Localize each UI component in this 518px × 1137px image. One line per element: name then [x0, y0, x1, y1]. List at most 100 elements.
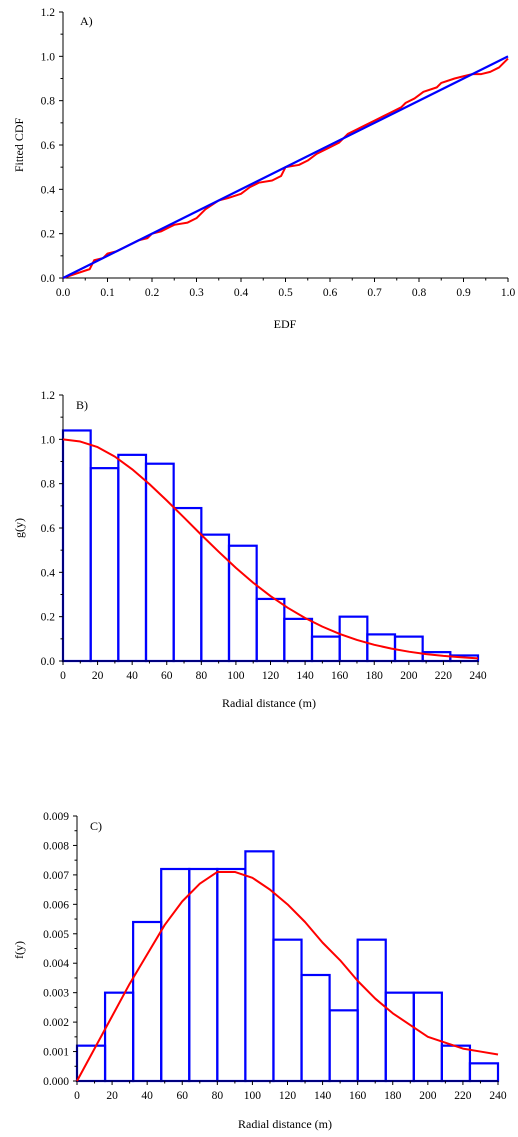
panel-c-x-tick-label: 180 — [384, 1090, 402, 1102]
panel-b-x-tick-label: 120 — [262, 670, 280, 682]
panel-b-x-tick-label: 220 — [435, 670, 453, 682]
panel-a-x-tick-label: 0.1 — [100, 287, 115, 299]
panel-b-y-tick-label: 1.0 — [41, 434, 56, 446]
panel-c-y-tick-label: 0.004 — [43, 958, 69, 970]
panel-c-x-tick-label: 20 — [106, 1090, 118, 1102]
panel-a-x-tick-label: 0.2 — [145, 287, 160, 299]
panel-c-y-tick-label: 0.000 — [43, 1076, 69, 1088]
panel-b-letter: B) — [76, 398, 88, 412]
panel-c-histogram-bar — [75, 1044, 107, 1083]
panel-c-x-tick-label: 140 — [314, 1090, 332, 1102]
panel-b-y-tick-label: 0.2 — [41, 612, 56, 624]
panel-b-y-axis-label: g(y) — [12, 518, 26, 538]
panel-a-x-tick-label: 0.9 — [456, 287, 471, 299]
panel-a-y-axis-label: Fitted CDF — [12, 118, 26, 173]
panel-c-histogram-bar — [160, 867, 191, 1083]
panel-b-x-tick-label: 0 — [60, 670, 66, 682]
panel-c-x-tick-label: 80 — [212, 1090, 224, 1102]
panel-b-x-tick-label: 240 — [469, 670, 487, 682]
panel-c-histogram-bar — [272, 938, 303, 1083]
panel-c-histogram-bar — [328, 1009, 359, 1083]
panel-c-x-tick-label: 220 — [454, 1090, 472, 1102]
panel-a-x-axis-label: EDF — [274, 317, 297, 331]
panel-b-plot: B) Radial distance (m) g(y) 0 20 40 60 80 100… — [12, 390, 487, 710]
panel-b-x-tick-label: 140 — [296, 670, 314, 682]
panel-c-x-tick-label: 40 — [141, 1090, 153, 1102]
panel-a-plot: A) EDF Fitted CDF 0.0 0.1 0.2 0.3 0.4 0.5 0.6 0… — [12, 7, 515, 331]
panel-b-x-axis-label: Radial distance (m) — [222, 696, 316, 710]
panel-c-y-axis-label: f(y) — [12, 941, 26, 959]
panel-c-plot: C) Radial distance (m) f(y) 0 20 40 60 80 100… — [12, 811, 507, 1131]
panel-c-histogram-bar — [132, 920, 163, 1083]
panel-c-x-tick-label: 120 — [279, 1090, 297, 1102]
panel-b-histogram-bar — [200, 533, 231, 663]
panel-b-histogram-bar — [61, 429, 92, 663]
panel-b-x-tick-label: 40 — [126, 670, 138, 682]
panel-c-histogram-bar — [384, 991, 415, 1083]
panel-b-fitted-curve — [62, 438, 479, 660]
panel-c-x-tick-label: 60 — [177, 1090, 189, 1102]
panel-a-reference-line — [62, 55, 509, 279]
panel-b-y-tick-label: 0.0 — [41, 656, 56, 668]
panel-a-y-tick-label: 0.6 — [41, 140, 56, 152]
panel-a-x-tick-label: 1.0 — [501, 287, 516, 299]
panel-b-x-tick-label: 160 — [331, 670, 349, 682]
panel-a-x-tick-label: 0.4 — [234, 287, 249, 299]
panel-c-y-tick-label: 0.009 — [43, 811, 69, 823]
panel-a-letter: A) — [80, 14, 93, 28]
panel-b-y-tick-label: 0.4 — [41, 567, 56, 579]
panel-c-y-tick-label: 0.008 — [43, 840, 69, 852]
panel-c-histogram-bar — [216, 867, 247, 1083]
panel-c-histogram-bar — [468, 1062, 500, 1083]
panel-a-y-tick-label: 1.0 — [41, 51, 56, 63]
panel-b-x-tick-label: 20 — [92, 670, 104, 682]
panel-b-histogram-bar — [393, 635, 424, 663]
panel-b-histogram-bar — [227, 544, 258, 663]
panel-b-y-tick-label: 0.8 — [41, 479, 56, 491]
panel-c-x-tick-label: 0 — [74, 1090, 80, 1102]
panel-c-y-tick-label: 0.006 — [43, 899, 69, 911]
panel-a-x-tick-label: 0.6 — [323, 287, 338, 299]
panel-c-histogram-bar — [356, 938, 387, 1083]
panel-a-y-tick-label: 0.2 — [41, 229, 56, 241]
panel-b-histogram-bar — [283, 617, 314, 663]
panel-c-y-tick-label: 0.002 — [43, 1017, 69, 1029]
panel-a-x-tick-label: 0.7 — [367, 287, 382, 299]
panel-a-x-tick-label: 0.5 — [278, 287, 293, 299]
panel-c-letter: C) — [90, 819, 102, 833]
panel-c-fitted-curve — [76, 870, 499, 1082]
panel-b-y-tick-label: 1.2 — [41, 390, 56, 402]
panel-c-x-tick-label: 240 — [489, 1090, 507, 1102]
panel-a-x-tick-label: 0.0 — [56, 287, 71, 299]
panel-c-x-axis-label: Radial distance (m) — [238, 1117, 332, 1131]
panel-c-y-tick-label: 0.001 — [43, 1047, 69, 1059]
panel-a-x-tick-label: 0.3 — [189, 287, 204, 299]
panel-c-y-tick-label: 0.003 — [43, 988, 69, 1000]
panel-c-histogram-bar — [300, 973, 331, 1083]
panel-a-y-tick-label: 0.8 — [41, 96, 56, 108]
panel-b-histogram-bar — [310, 635, 341, 663]
panel-b-x-tick-label: 180 — [366, 670, 384, 682]
panel-b-x-tick-label: 80 — [196, 670, 208, 682]
panel-c-y-tick-label: 0.005 — [43, 929, 69, 941]
panel-c-x-tick-label: 160 — [349, 1090, 367, 1102]
panel-c-histogram-bar — [103, 991, 135, 1083]
panel-c-histogram-bar — [188, 867, 219, 1083]
panel-a-y-tick-label: 1.2 — [41, 7, 56, 19]
panel-b-histogram-bar — [117, 453, 148, 663]
panel-c-x-tick-label: 200 — [419, 1090, 437, 1102]
panel-b-x-tick-label: 60 — [161, 670, 173, 682]
panel-b-histogram-bar — [255, 597, 286, 663]
panel-b-x-tick-label: 200 — [400, 670, 418, 682]
panel-a-y-tick-label: 0.0 — [41, 273, 56, 285]
panel-c-histogram-bar — [440, 1044, 472, 1083]
panel-c-x-tick-label: 100 — [244, 1090, 262, 1102]
panel-a-y-tick-label: 0.4 — [41, 184, 56, 196]
panel-b-histogram-bar — [89, 467, 120, 663]
panel-a-x-tick-label: 0.8 — [412, 287, 427, 299]
panel-b-x-tick-label: 100 — [227, 670, 245, 682]
panel-b-y-tick-label: 0.6 — [41, 523, 56, 535]
panel-c-histogram-bar — [244, 850, 275, 1083]
panel-c-y-tick-label: 0.007 — [43, 870, 69, 882]
